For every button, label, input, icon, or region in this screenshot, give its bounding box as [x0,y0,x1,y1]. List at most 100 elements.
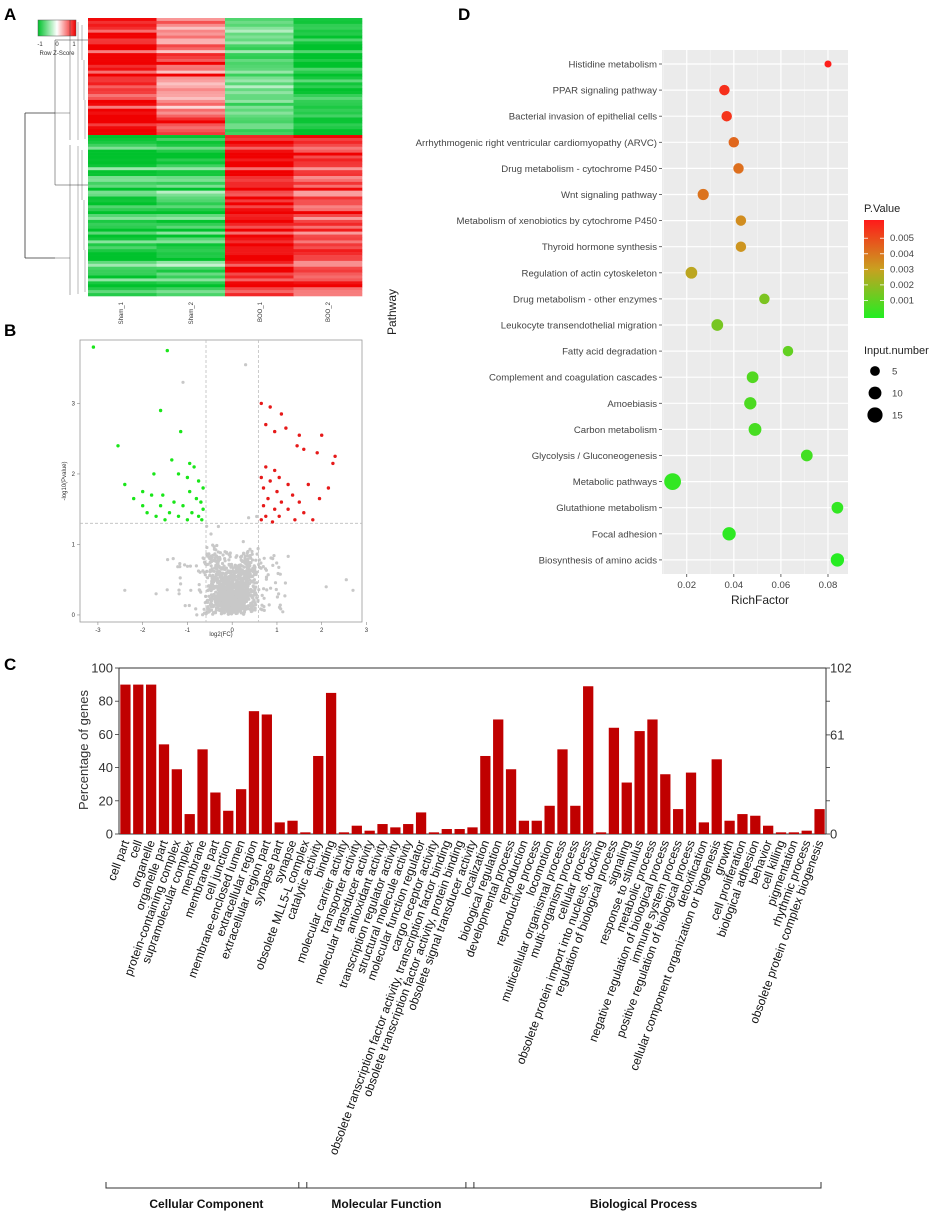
heatmap-cell [293,50,363,54]
heatmap-cell [156,225,226,229]
volcano-point [215,559,219,563]
heatmap-cell [225,243,294,247]
heatmap-cell [156,211,226,215]
volcano-point [207,607,211,611]
volcano-point [222,564,226,568]
go-bar-panel: 0 20 40 60 80 100 0 61 102 cell partcellorganell… [76,661,852,1212]
volcano-down-point [123,482,127,487]
volcano-point [202,560,207,564]
heatmap-cell [156,237,226,241]
size-legend: 5 10 15 [867,366,903,423]
heatmap-cell [88,23,157,28]
heatmap-cell [225,35,294,39]
heatmap-cell [156,129,226,133]
heatmap-cell [225,26,294,31]
volcano-x-tick-label: -1 [185,628,191,634]
heatmap-cell [293,29,363,33]
volcano-point [247,562,251,566]
volcano-point [239,590,244,594]
heatmap-cell [225,255,294,259]
volcano-up-point [273,429,277,434]
heatmap-cell [88,64,157,69]
enrichment-dot [722,527,736,541]
heatmap-cell [293,67,363,71]
heatmap-cell [225,234,294,238]
heatmap-cell [156,123,226,127]
heatmap-cell [88,155,157,159]
go-bar [518,820,530,834]
heatmap-cell [225,99,294,104]
heatmap-cell [156,187,226,191]
heatmap-cell [225,219,294,224]
heatmap-cell [225,290,294,294]
volcano-point [240,554,244,558]
heatmap-cell [293,44,363,48]
heatmap-cell [156,240,226,244]
volcano-point [194,607,198,611]
heatmap-column-label: Sham_2 [189,301,195,324]
heatmap-column-label: BOO_1 [258,301,264,322]
heatmap-cell [156,137,226,142]
go-bar [377,824,388,834]
volcano-point [205,524,209,528]
heatmap-cell [293,240,363,244]
heatmap-cell [88,252,157,256]
heatmap-cell [293,32,363,36]
volcano-point [281,610,285,614]
heatmap-cell [88,41,157,45]
heatmap-cell [156,18,226,22]
volcano-point [218,574,222,578]
heatmap-cell [156,196,226,200]
go-bar [171,769,182,834]
heatmap-cell [156,155,226,159]
panel-letter-c: C [4,655,16,674]
heatmap-cell [156,58,226,63]
volcano-point [214,554,219,558]
volcano-point [251,604,255,608]
heatmap-cell [156,29,226,33]
heatmap-cell [293,293,363,297]
heatmap-cell [88,275,157,279]
volcano-point [277,565,281,570]
volcano-point [226,612,230,616]
heatmap-cell [225,85,294,89]
volcano-point [231,596,235,600]
volcano-point [238,581,243,585]
heatmap-cell [293,108,363,112]
heatmap-cell [88,117,157,121]
heatmap-cell [293,208,363,212]
volcano-point [212,569,216,573]
heatmap-cell [156,94,226,98]
volcano-point [201,613,205,617]
heatmap-cell [156,56,226,60]
heatmap-cell [88,263,157,268]
heatmap-cell [293,231,363,235]
heatmap-cell [156,26,226,31]
heatmap-cell [293,272,363,276]
enrichment-dot [664,473,681,490]
heatmap-cell [225,117,294,121]
volcano-point [261,565,265,569]
heatmap-cell [293,56,363,60]
enrichment-dot [719,84,730,96]
volcano-point [223,577,227,581]
volcano-point [239,558,243,562]
volcano-point [246,584,250,588]
heatmap-cell [156,290,226,294]
heatmap-cells [88,18,363,297]
heatmap-cell [88,176,157,180]
volcano-point [207,610,211,614]
heatmap-cell [156,184,226,189]
heatmap-cell [225,173,294,177]
heatmap-cell [225,105,294,110]
volcano-point [251,569,255,574]
volcano-point [283,594,287,598]
volcano-point [225,575,229,579]
volcano-point [259,607,263,611]
heatmap-cell [88,152,157,156]
volcano-point [179,582,183,586]
heatmap-cell [293,249,363,253]
volcano-point [223,567,227,572]
heatmap-cell [293,228,363,232]
volcano-point [183,604,187,608]
